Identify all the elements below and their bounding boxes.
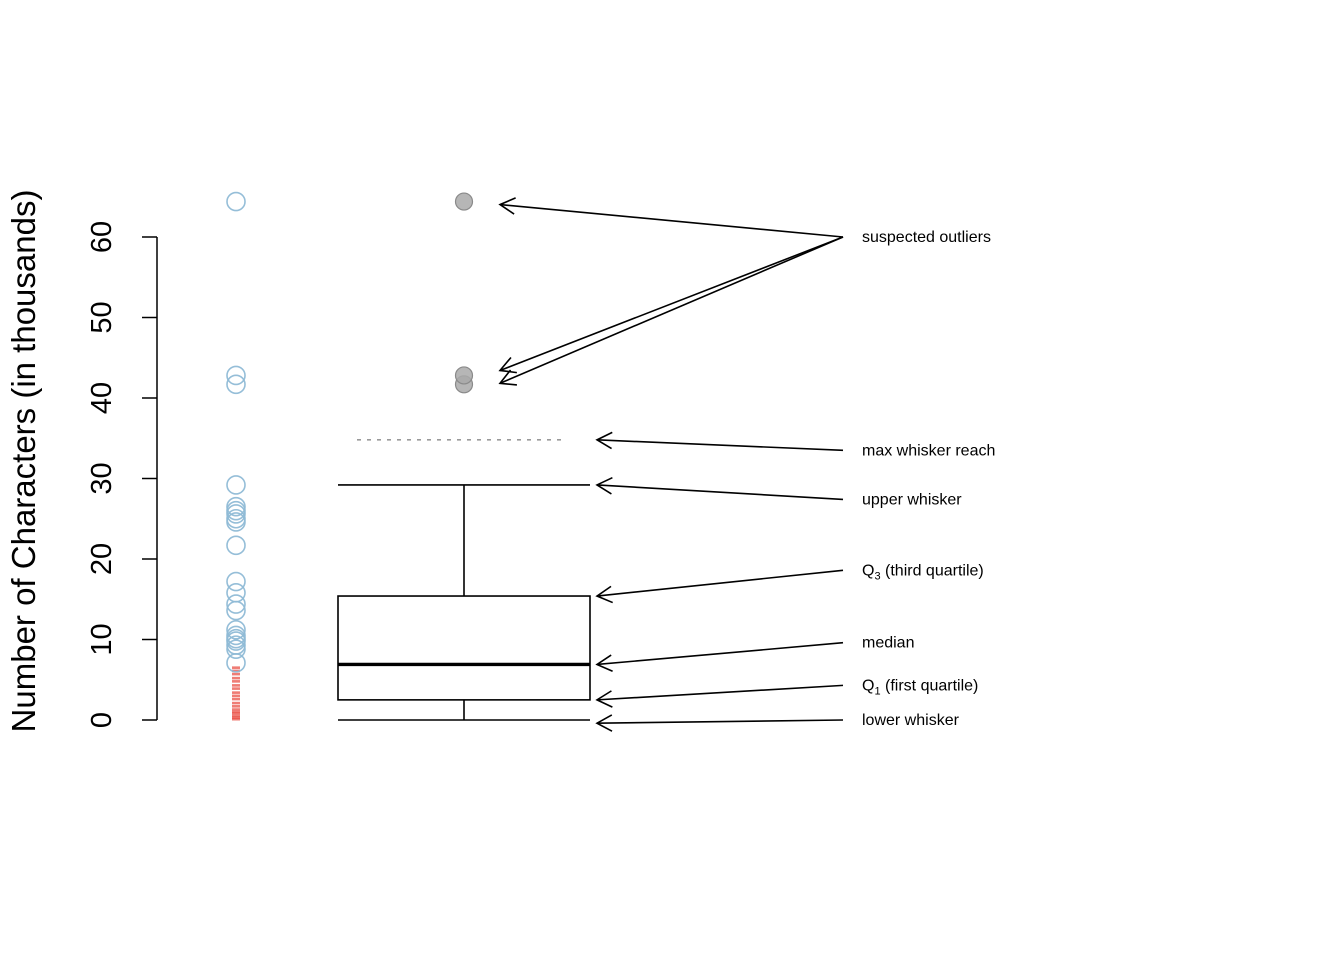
y-tick-label: 50 [86,301,118,333]
strip-circle-point [226,620,246,640]
arrow-line [499,236,844,372]
arrow-line [596,684,844,701]
arrow-head [595,476,613,495]
strip-circle-point [226,535,246,556]
strip-plot [226,191,246,721]
strip-circle-point [226,508,246,529]
annotation-label-suspected-outliers: suspected outliers [862,229,991,246]
annotation-label-q3: Q3 (third quartile) [862,562,984,582]
arrow-line [499,203,844,238]
annotation-max-whisker-reach: max whisker reach [595,431,995,459]
annotation-label-suffix: (third quartile) [881,562,984,579]
arrow-head [595,714,613,732]
arrow-head [498,197,516,215]
strip-circle-point [226,625,246,646]
strip-circle-point [226,475,246,495]
annotation-q3: Q3 (third quartile) [595,562,984,604]
arrow-line [596,641,844,666]
strip-circle-point [226,639,246,659]
annotation-label-subscript: 3 [874,570,880,582]
outlier-point [454,192,474,211]
strip-circle-point [226,496,246,517]
annotation-label-text: upper whisker [862,491,962,508]
annotation-label-text: Q [862,677,874,694]
y-tick-label: 0 [86,712,118,728]
outlier-point [454,366,474,385]
y-tick-label: 30 [86,462,118,494]
y-tick-label: 60 [86,221,118,253]
arrow-head [595,431,613,450]
arrow-head [498,369,517,386]
annotation-label-max-whisker-reach: max whisker reach [862,442,995,459]
annotation-upper-whisker: upper whisker [595,476,962,508]
y-axis-title: Number of Characters (in thousands) [5,190,42,733]
annotation-label-text: suspected outliers [862,229,991,246]
y-tick-label: 40 [86,382,118,414]
annotation-label-text: Q [862,562,874,579]
annotations: suspected outliers max whisker reach upper… [498,197,995,732]
y-axis-ticks: 0 10 20 30 40 50 60 [86,221,157,728]
arrow-line [596,569,844,597]
y-tick-label: 10 [86,623,118,655]
annotation-median: median [595,635,914,672]
annotation-label-suffix: (first quartile) [881,677,979,694]
strip-circle-point [226,191,246,212]
strip-circle-point [226,571,246,592]
arrow-line [596,719,844,725]
strip-circle-point [226,635,246,655]
arrow-head [498,356,517,374]
arrow-head [595,654,613,672]
arrow-line [499,236,844,385]
annotation-label-text: max whisker reach [862,442,995,459]
annotation-label-lower-whisker: lower whisker [862,712,960,729]
y-axis: 0 10 20 30 40 50 60 Number of Characters (in t… [5,190,158,733]
annotation-label-text: median [862,635,914,652]
arrow-line [596,439,844,452]
strip-circle-point [226,594,246,614]
annotation-label-median: median [862,635,914,652]
arrow-line [596,484,844,501]
annotation-label-text: lower whisker [862,712,960,729]
strip-circle-point [226,500,246,521]
annotation-q1: Q1 (first quartile) [595,677,978,708]
arrow-head [595,690,613,708]
box-plot [337,192,591,721]
interquartile-box [337,595,591,701]
strip-circle-point [226,365,246,386]
strip-circle-point [226,583,246,603]
annotation-label-upper-whisker: upper whisker [862,491,962,508]
annotation-label-q1: Q1 (first quartile) [862,677,978,697]
y-tick-label: 20 [86,543,118,575]
annotation-label-subscript: 1 [874,685,880,697]
annotation-suspected-outliers: suspected outliers [498,197,991,386]
arrow-head [595,585,614,604]
strip-circle-point [226,374,246,395]
annotation-lower-whisker: lower whisker [595,712,960,732]
